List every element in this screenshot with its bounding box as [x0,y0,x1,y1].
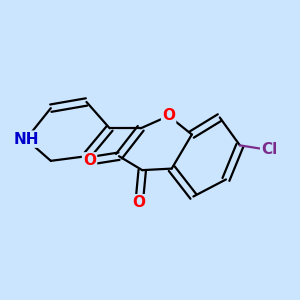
Text: O: O [162,108,175,123]
Text: NH: NH [13,132,39,147]
Text: O: O [133,195,146,210]
Text: Cl: Cl [261,142,278,158]
Text: O: O [83,153,96,168]
